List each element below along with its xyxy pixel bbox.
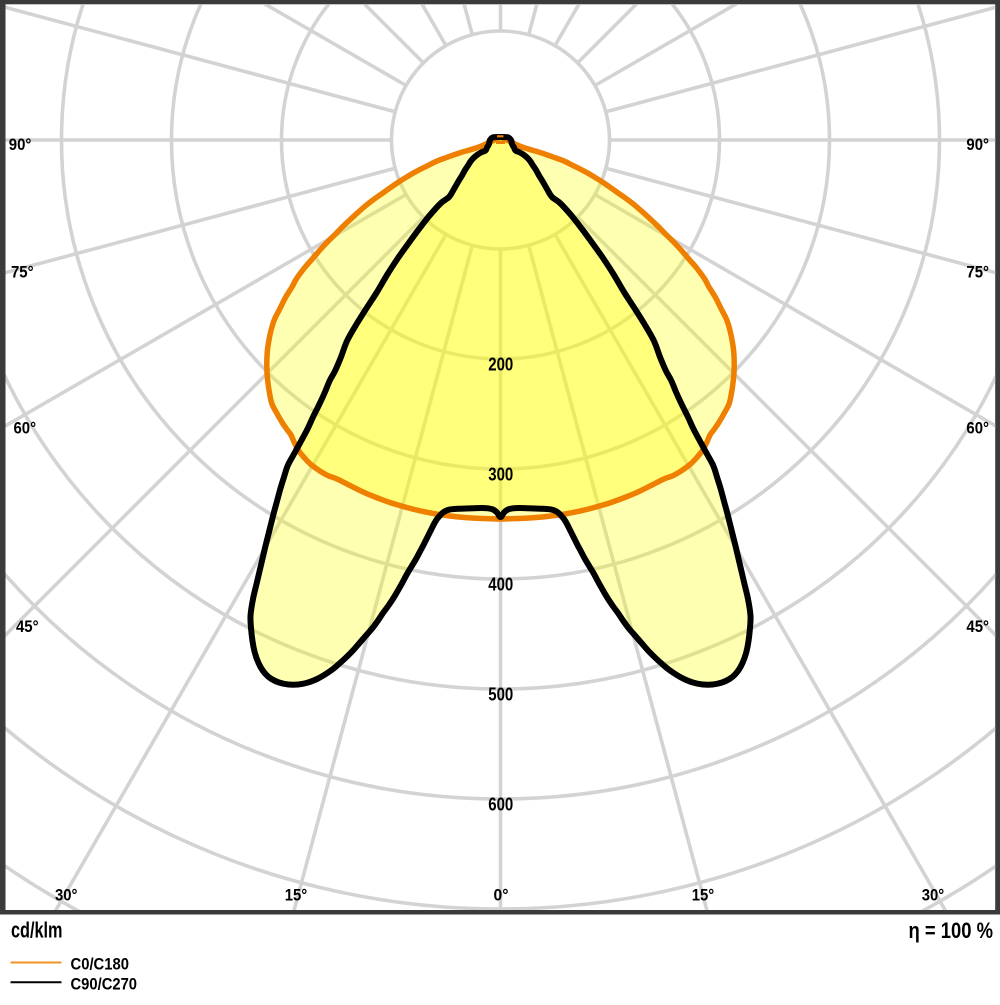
svg-text:75°: 75°: [11, 263, 34, 282]
svg-text:30°: 30°: [55, 886, 78, 905]
svg-text:C90/C270: C90/C270: [71, 975, 138, 994]
svg-text:60°: 60°: [14, 419, 37, 438]
svg-text:cd/klm: cd/klm: [11, 918, 63, 943]
svg-text:15°: 15°: [285, 886, 308, 905]
svg-text:500: 500: [488, 685, 513, 705]
svg-text:600: 600: [488, 795, 513, 815]
svg-text:45°: 45°: [16, 617, 39, 636]
svg-text:45°: 45°: [966, 617, 989, 636]
svg-text:η = 100 %: η = 100 %: [909, 918, 994, 943]
svg-text:90°: 90°: [9, 135, 32, 154]
svg-text:400: 400: [488, 575, 513, 595]
svg-text:200: 200: [488, 355, 513, 375]
svg-text:C0/C180: C0/C180: [71, 955, 130, 974]
svg-text:0°: 0°: [494, 886, 509, 905]
svg-text:15°: 15°: [692, 886, 715, 905]
svg-text:30°: 30°: [922, 886, 945, 905]
svg-text:60°: 60°: [966, 419, 989, 438]
svg-text:90°: 90°: [966, 135, 989, 154]
svg-text:75°: 75°: [966, 263, 989, 282]
svg-text:300: 300: [488, 465, 513, 485]
